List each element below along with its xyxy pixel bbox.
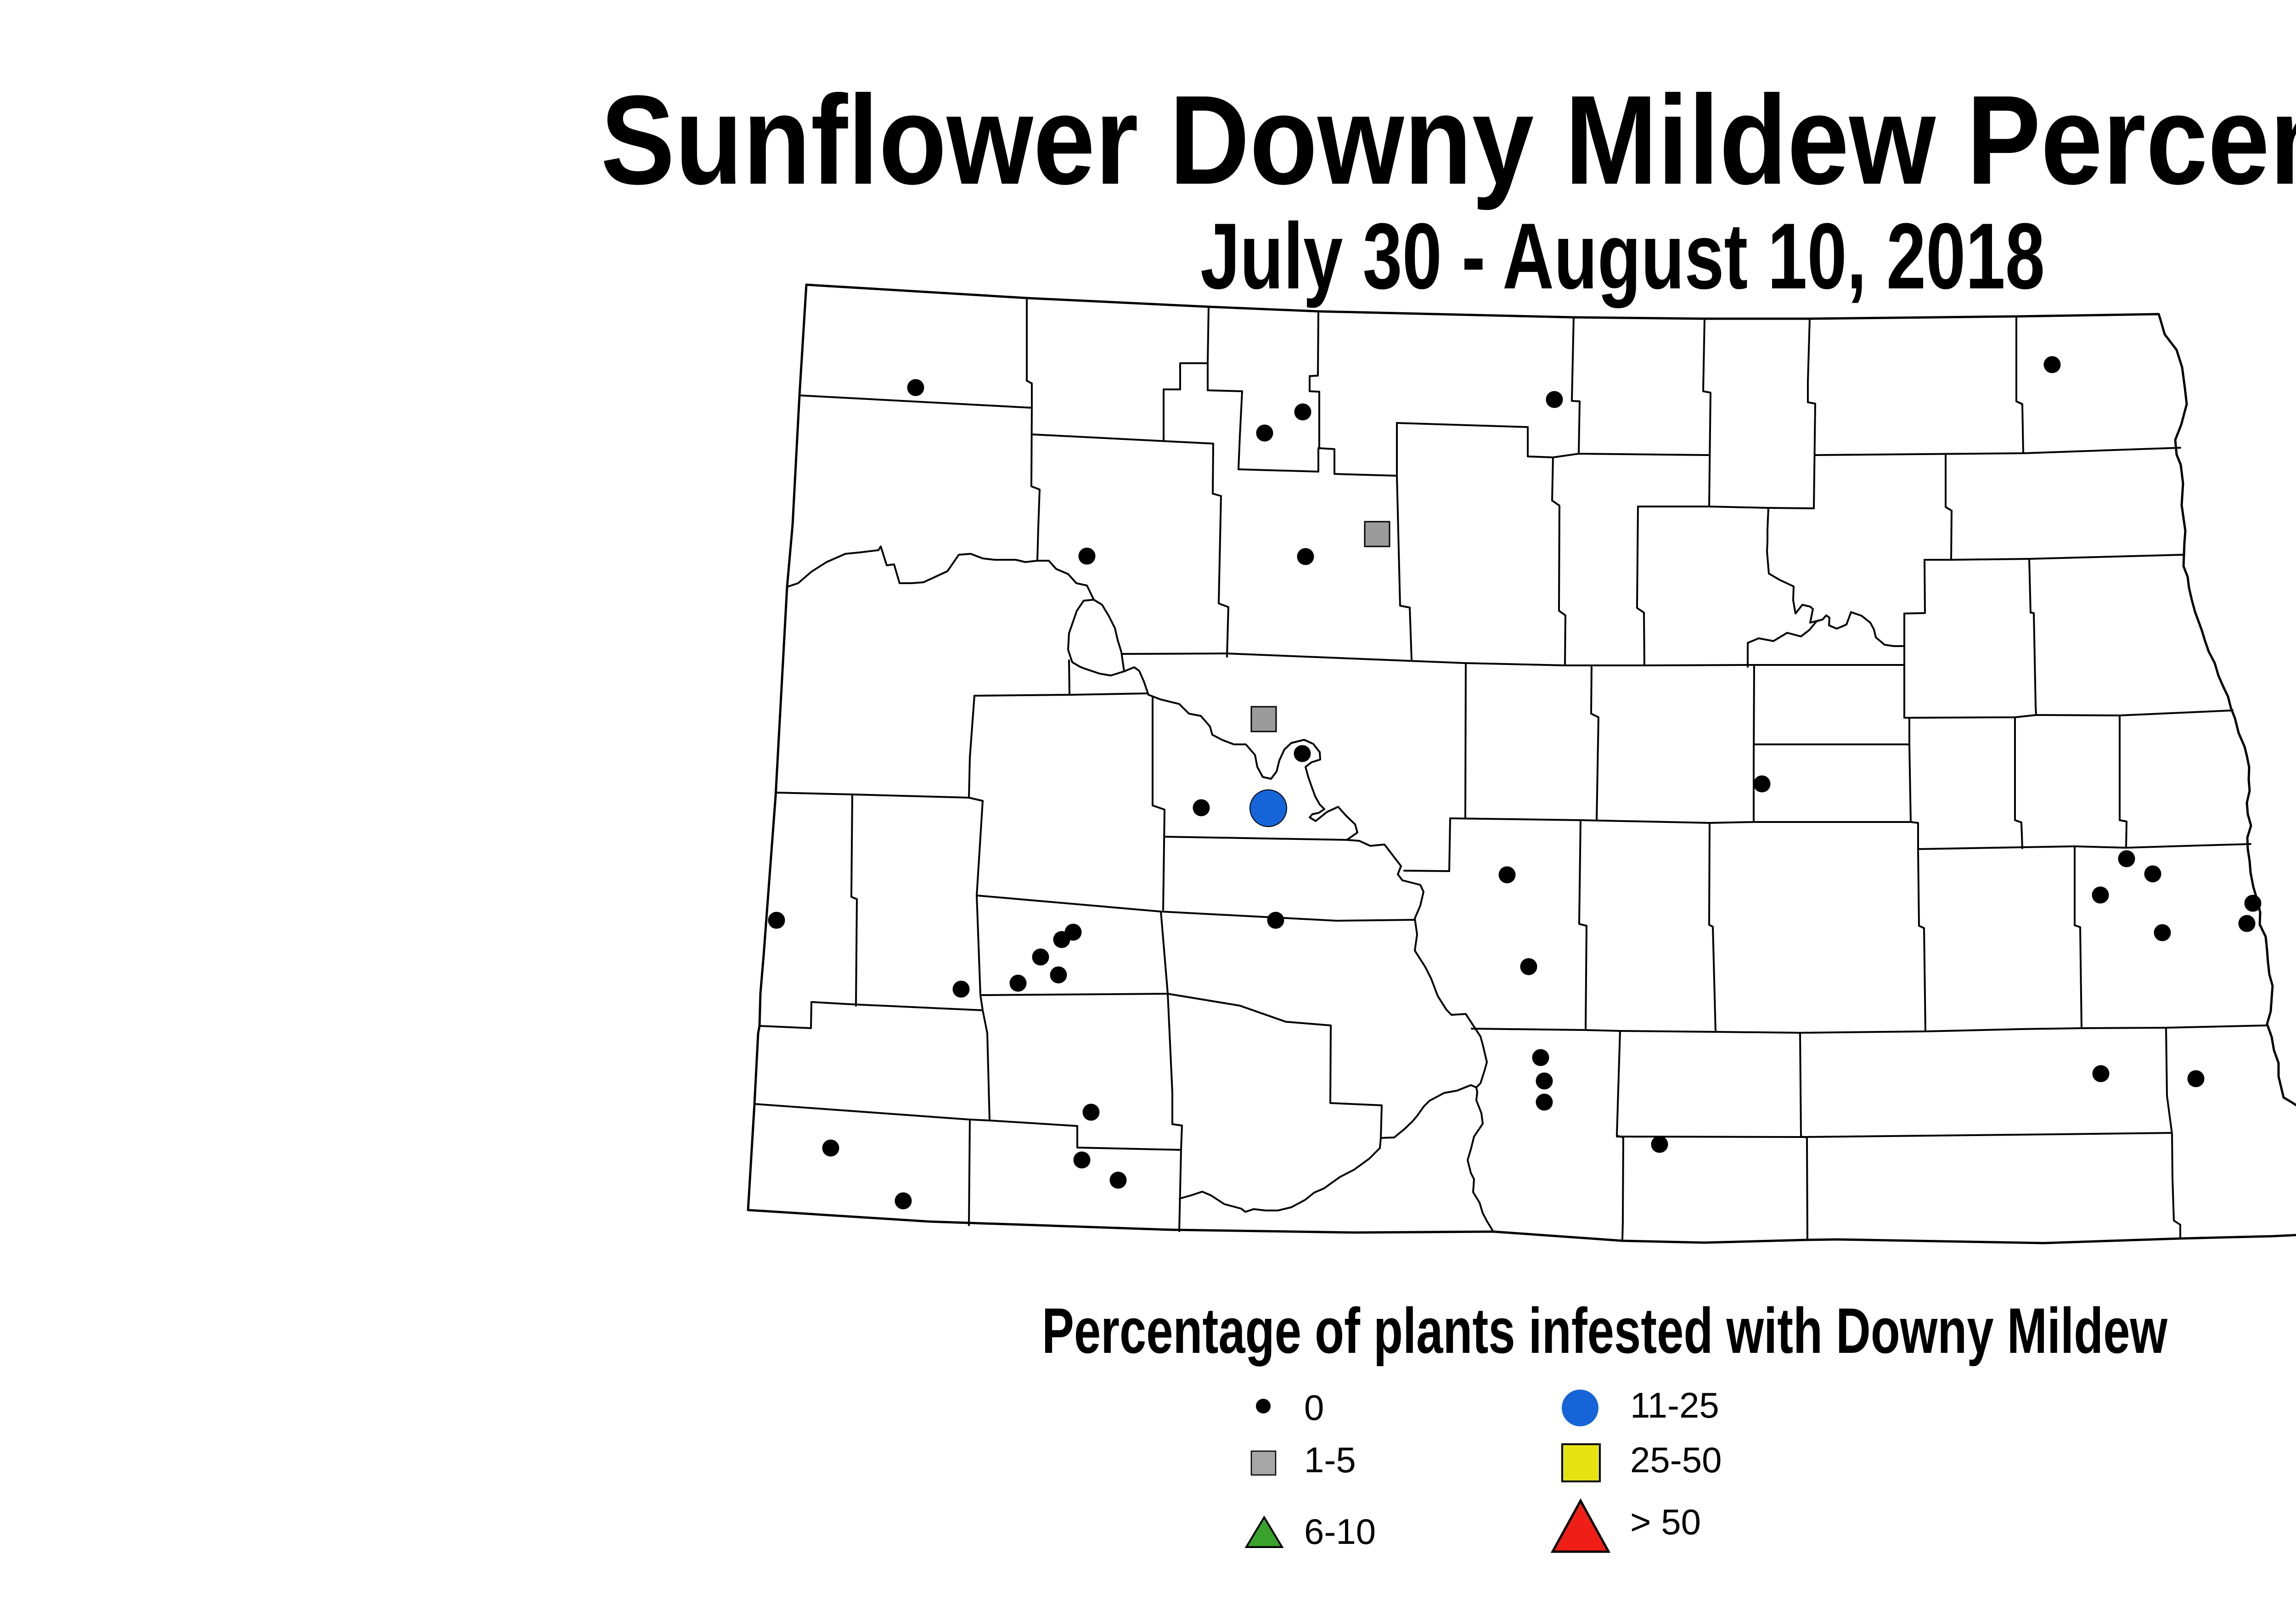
- svg-text:0: 0: [1304, 1387, 1324, 1428]
- svg-text:July 30 - August 10, 2018: July 30 - August 10, 2018: [1200, 204, 2045, 309]
- svg-text:11-25: 11-25: [1630, 1385, 1719, 1425]
- svg-text:1-5: 1-5: [1304, 1440, 1356, 1480]
- svg-text:6-10: 6-10: [1304, 1511, 1376, 1552]
- svg-text:25-50: 25-50: [1630, 1440, 1722, 1480]
- svg-text:> 50: > 50: [1630, 1502, 1701, 1542]
- svg-text:Percentage of plants infested: Percentage of plants infested with Downy…: [1042, 1295, 2168, 1367]
- svg-text:Sunflower Downy Mildew Percent: Sunflower Downy Mildew Percent Incidence: [601, 69, 2296, 211]
